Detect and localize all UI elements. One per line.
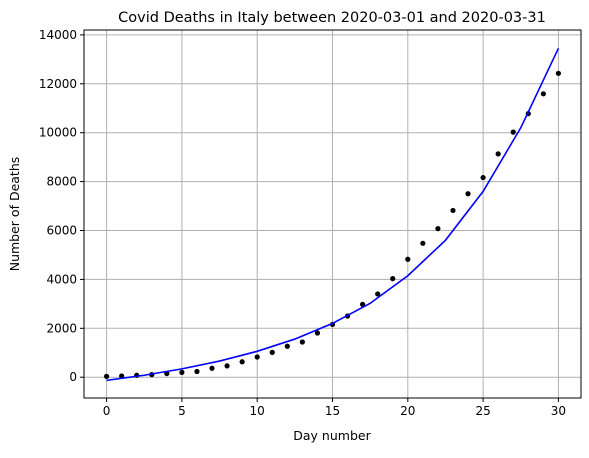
y-axis-label: Number of Deaths <box>7 157 22 272</box>
data-point <box>540 91 546 97</box>
data-point <box>465 191 471 197</box>
data-point <box>314 330 321 336</box>
data-point <box>390 276 396 282</box>
x-axis-label: Day number <box>293 428 371 443</box>
data-point <box>495 151 501 157</box>
y-tick-label: 8000 <box>46 175 77 189</box>
data-point <box>420 240 426 246</box>
data-point <box>119 373 125 379</box>
data-point <box>405 256 411 262</box>
grid <box>84 30 581 398</box>
plot-series <box>103 47 562 382</box>
fit-curve <box>106 47 560 382</box>
data-point <box>239 359 245 365</box>
x-tick-label: 30 <box>551 404 566 418</box>
data-point <box>360 301 366 307</box>
data-point <box>269 349 275 355</box>
x-tick-label: 10 <box>250 404 265 418</box>
data-point <box>179 369 185 375</box>
x-tick-label: 15 <box>325 404 340 418</box>
axis-ticks: 0 5 10 15 20 25 30 0 2000 4000 6000 8000 10000 12000 1… <box>39 28 566 418</box>
data-point <box>510 129 516 135</box>
data-point <box>555 70 562 76</box>
y-tick-label: 4000 <box>46 272 77 286</box>
y-tick-label: 10000 <box>39 126 77 140</box>
x-tick-label: 0 <box>103 404 111 418</box>
data-point <box>299 339 305 345</box>
data-point <box>435 226 441 232</box>
data-point <box>209 365 215 371</box>
data-point <box>450 207 456 214</box>
data-point <box>284 343 290 349</box>
x-tick-label: 25 <box>475 404 490 418</box>
data-point <box>194 368 200 375</box>
data-point <box>480 174 486 181</box>
chart-title: Covid Deaths in Italy between 2020-03-01… <box>118 10 546 26</box>
data-point <box>375 291 381 297</box>
x-tick-label: 20 <box>400 404 415 418</box>
y-tick-label: 6000 <box>46 224 77 238</box>
y-tick-label: 2000 <box>46 321 77 335</box>
y-tick-label: 12000 <box>39 77 77 91</box>
x-tick-label: 5 <box>178 404 186 418</box>
data-point <box>254 354 260 360</box>
y-tick-label: 0 <box>69 370 77 384</box>
data-point <box>224 363 230 369</box>
data-point <box>103 373 110 379</box>
y-tick-label: 14000 <box>39 28 77 42</box>
